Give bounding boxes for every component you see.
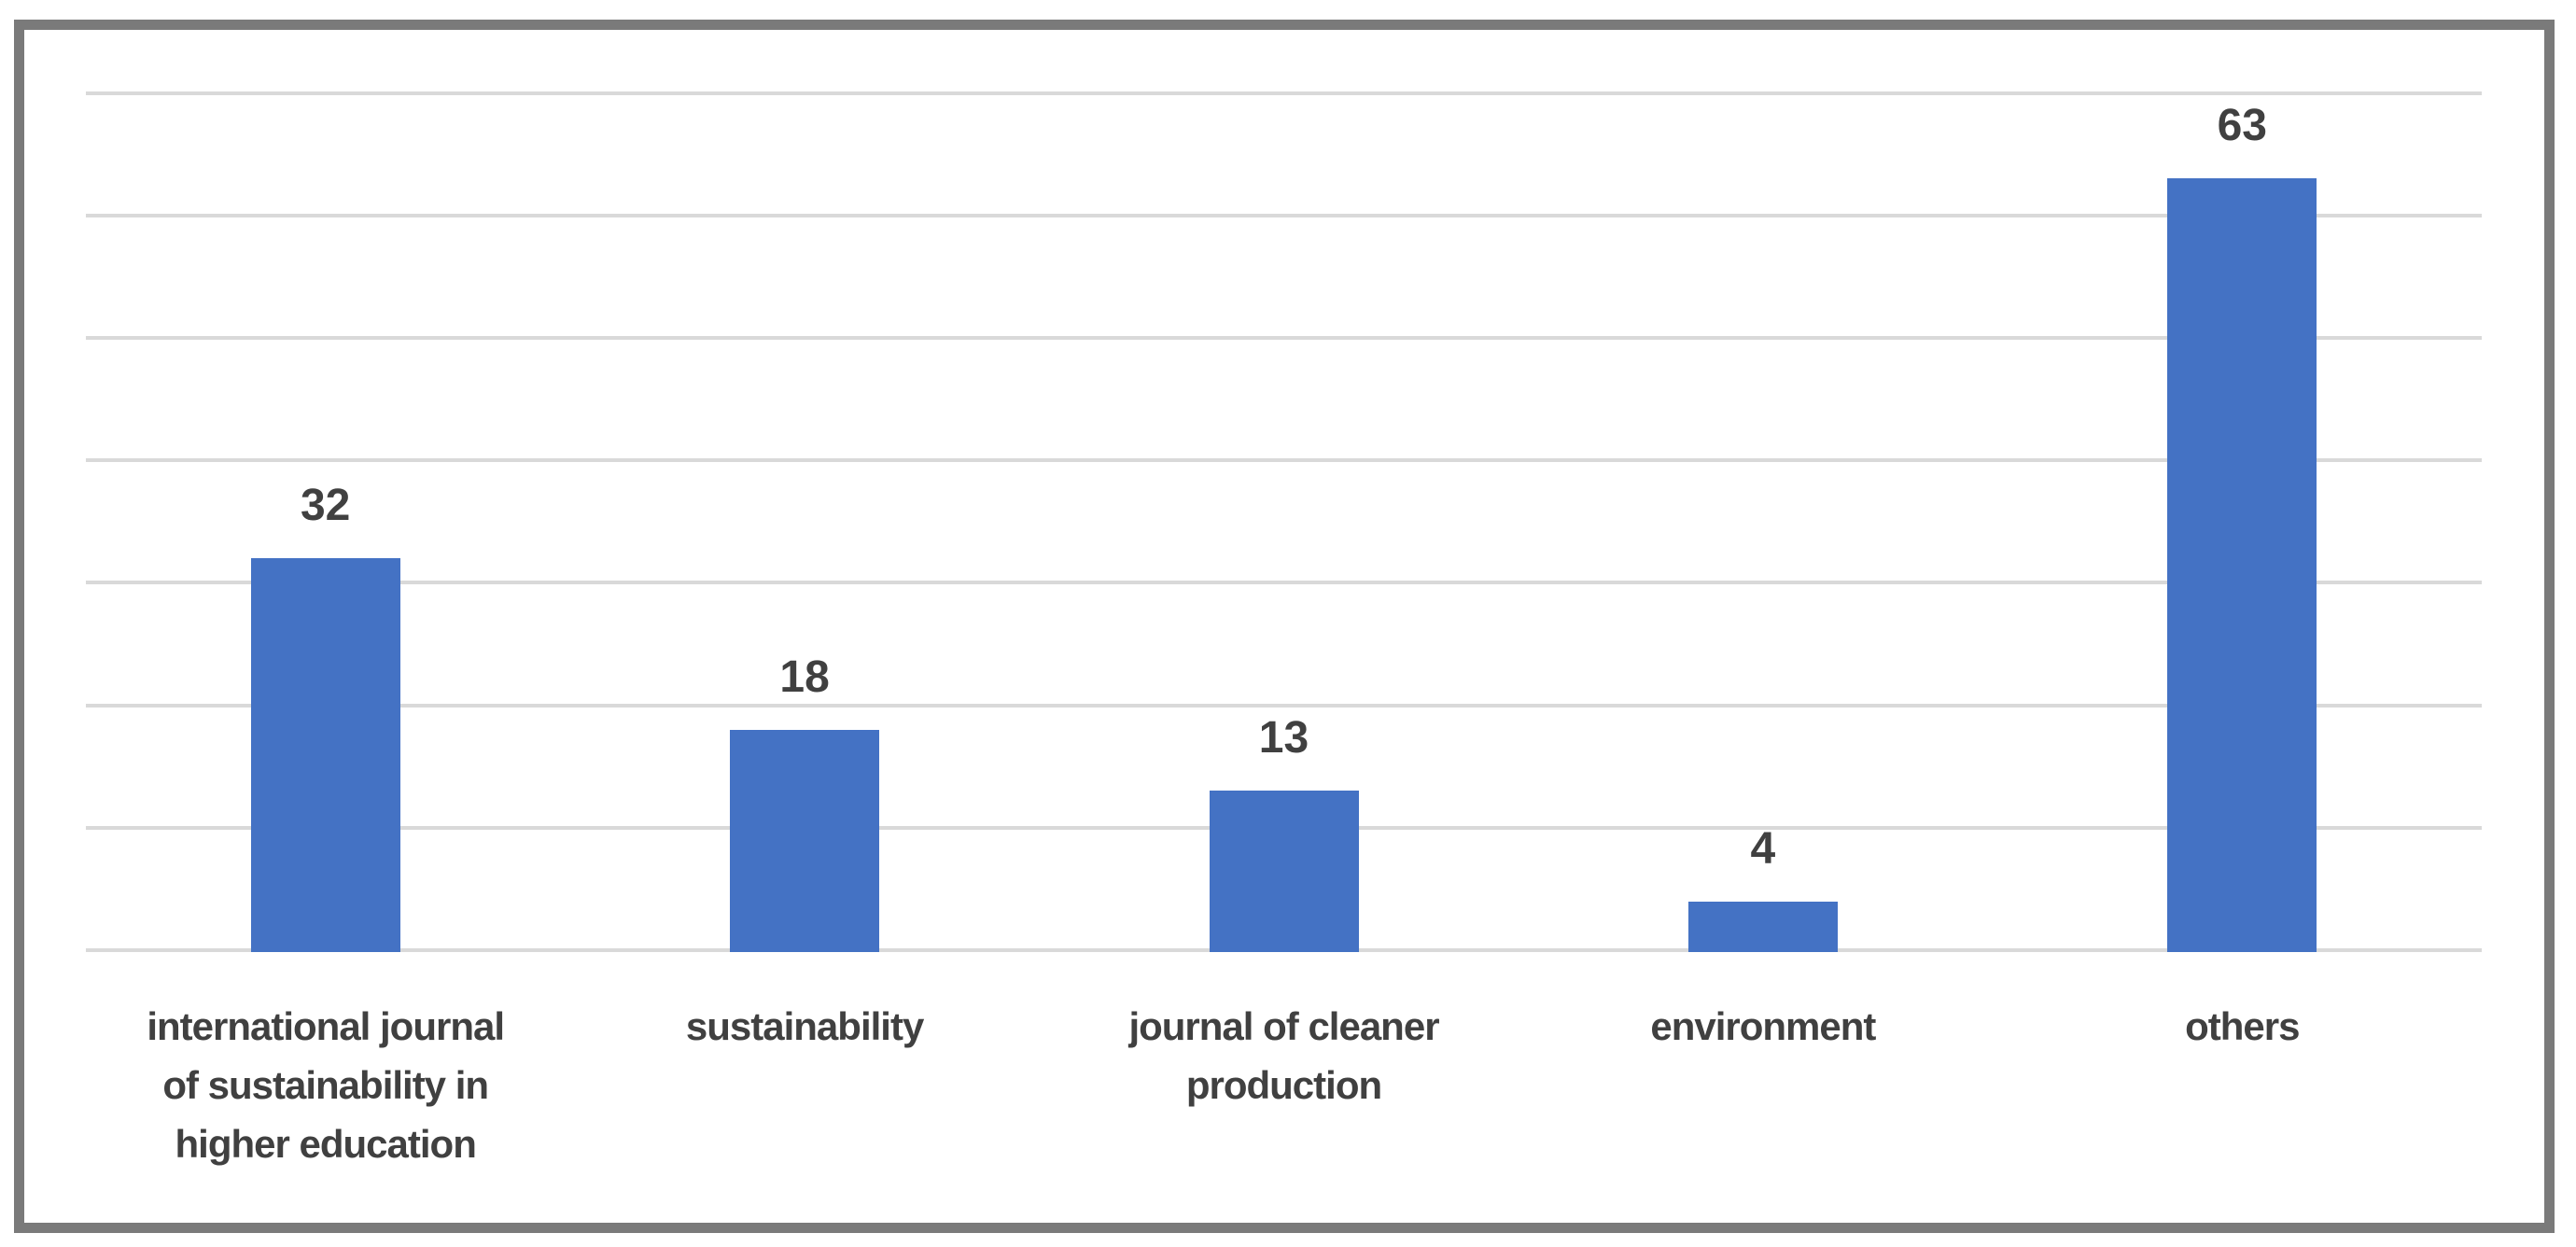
category-label-line: others — [2185, 1004, 2300, 1048]
chart-border: 32 international journal of sustainability… — [14, 20, 2555, 1233]
gridline — [86, 91, 2482, 95]
bar — [250, 558, 400, 952]
category-label-line: of sustainability in — [162, 1063, 489, 1107]
category-label: international journal of sustainability i… — [83, 997, 568, 1173]
gridline — [86, 213, 2482, 217]
gridline — [86, 458, 2482, 463]
gridline — [86, 336, 2482, 340]
data-label: 18 — [779, 652, 830, 702]
data-label: 4 — [1750, 823, 1776, 874]
bar — [730, 729, 880, 952]
category-label: others — [1999, 997, 2485, 1056]
data-label: 63 — [2217, 101, 2267, 151]
category-label-line: environment — [1650, 1004, 1876, 1048]
bar — [2167, 178, 2317, 952]
data-label: 13 — [1258, 713, 1309, 764]
data-label: 32 — [300, 481, 351, 531]
category-label: environment — [1520, 997, 2006, 1056]
gridline — [86, 703, 2482, 708]
category-label-line: production — [1185, 1063, 1382, 1107]
gridline — [86, 581, 2482, 585]
category-label-line: sustainability — [685, 1004, 924, 1048]
category-label: sustainability — [562, 997, 1047, 1056]
bar — [1209, 791, 1359, 952]
category-label-line: higher education — [175, 1122, 477, 1166]
category-label-line: journal of cleaner — [1128, 1004, 1439, 1048]
category-label-line: international journal — [147, 1004, 505, 1048]
plot-area: 32 international journal of sustainability… — [24, 30, 2544, 1223]
category-label: journal of cleaner production — [1042, 997, 1527, 1114]
bar — [1687, 901, 1838, 952]
